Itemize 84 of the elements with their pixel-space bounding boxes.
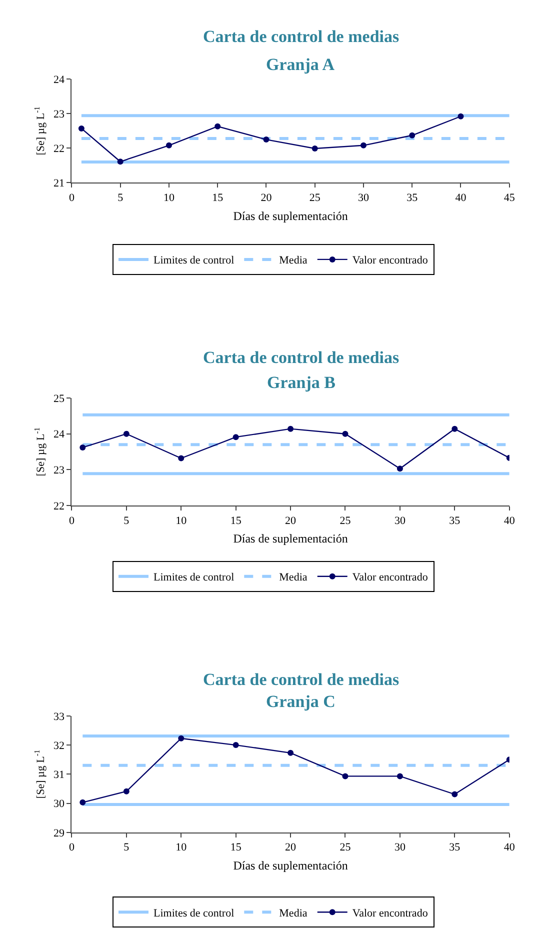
x-tick-label: 5 [124, 514, 130, 527]
x-tick-label: 30 [358, 192, 370, 204]
point [312, 146, 318, 152]
x-tick-label: 10 [163, 192, 175, 204]
y-tick-label: 29 [54, 827, 66, 840]
x-tick-label: 35 [449, 514, 461, 527]
y-tick-label: 24 [54, 428, 66, 441]
point [78, 125, 84, 132]
x-tick-label: 25 [340, 842, 352, 854]
point [342, 430, 348, 437]
point [232, 434, 239, 440]
x-tick-label: 20 [285, 514, 297, 527]
legend-label: Limites de control [154, 254, 234, 267]
point [80, 444, 86, 450]
legend-label: Valor encontrado [352, 907, 428, 920]
x-tick-label: 0 [68, 514, 75, 527]
point [396, 773, 403, 780]
x-tick-label: 30 [394, 842, 406, 854]
chart-subtitle: Granja A [266, 55, 336, 74]
x-tick-label: 35 [406, 192, 418, 204]
legend-label: Media [279, 907, 308, 920]
x-tick-label: 25 [340, 514, 352, 527]
legend-label: Media [279, 572, 308, 584]
y-tick-label: 25 [54, 392, 66, 405]
x-tick-label: 35 [449, 842, 461, 854]
legend-label: Media [279, 254, 308, 267]
point [80, 799, 86, 806]
point [452, 426, 458, 432]
point [288, 750, 294, 756]
y-tick-label: 24 [54, 74, 66, 86]
x-tick-label: 30 [394, 514, 406, 527]
x-tick-label: 0 [68, 842, 75, 854]
x-tick-label: 15 [230, 842, 242, 854]
point [342, 773, 348, 780]
point [458, 113, 464, 120]
legend-label: Valor encontrado [352, 572, 428, 584]
point [123, 430, 130, 437]
x-axis-title: Días de suplementación [233, 208, 348, 223]
x-tick-label: 10 [176, 514, 188, 527]
point [178, 455, 184, 462]
point [214, 123, 221, 130]
x-tick-label: 0 [68, 192, 75, 204]
y-tick-label: 22 [54, 500, 65, 512]
chart-title: Carta de control de medias [203, 348, 400, 367]
x-tick-label: 10 [176, 842, 188, 854]
chart-subtitle: Granja B [267, 373, 336, 392]
y-tick-label: 21 [54, 178, 65, 190]
point [288, 426, 294, 432]
legend-label: Limites de control [154, 907, 234, 920]
y-tick-label: 22 [54, 143, 65, 156]
point [360, 142, 366, 148]
chart-title: Carta de control de medias [203, 27, 400, 46]
y-tick-label: 23 [54, 108, 66, 120]
x-tick-label: 15 [212, 192, 224, 204]
y-tick-label: 30 [54, 798, 66, 810]
point [263, 136, 270, 143]
x-tick-label: 40 [504, 842, 516, 854]
x-tick-label: 5 [124, 842, 130, 854]
x-tick-label: 20 [285, 842, 297, 854]
x-tick-label: 5 [118, 192, 124, 204]
x-tick-label: 15 [230, 514, 242, 527]
point [409, 132, 416, 138]
point [117, 158, 124, 165]
point [396, 466, 403, 472]
chart-title: Carta de control de medias [203, 670, 400, 689]
y-tick-label: 23 [54, 464, 66, 477]
chart-subtitle: Granja C [266, 692, 336, 711]
x-axis-title: Días de suplementación [233, 532, 348, 546]
point [232, 742, 239, 748]
x-axis-title: Días de suplementación [233, 858, 348, 873]
point [452, 791, 458, 798]
x-tick-label: 40 [455, 192, 467, 204]
y-tick-label: 32 [54, 740, 65, 752]
point [166, 142, 172, 148]
x-tick-label: 25 [309, 192, 321, 204]
x-tick-label: 20 [260, 192, 272, 204]
legend-label: Valor encontrado [352, 254, 428, 267]
y-tick-label: 33 [54, 710, 66, 723]
x-tick-label: 45 [504, 192, 516, 204]
x-tick-label: 40 [504, 514, 516, 527]
y-tick-label: 31 [54, 769, 65, 782]
point [178, 735, 184, 742]
legend-label: Limites de control [154, 572, 234, 584]
point [123, 788, 130, 794]
